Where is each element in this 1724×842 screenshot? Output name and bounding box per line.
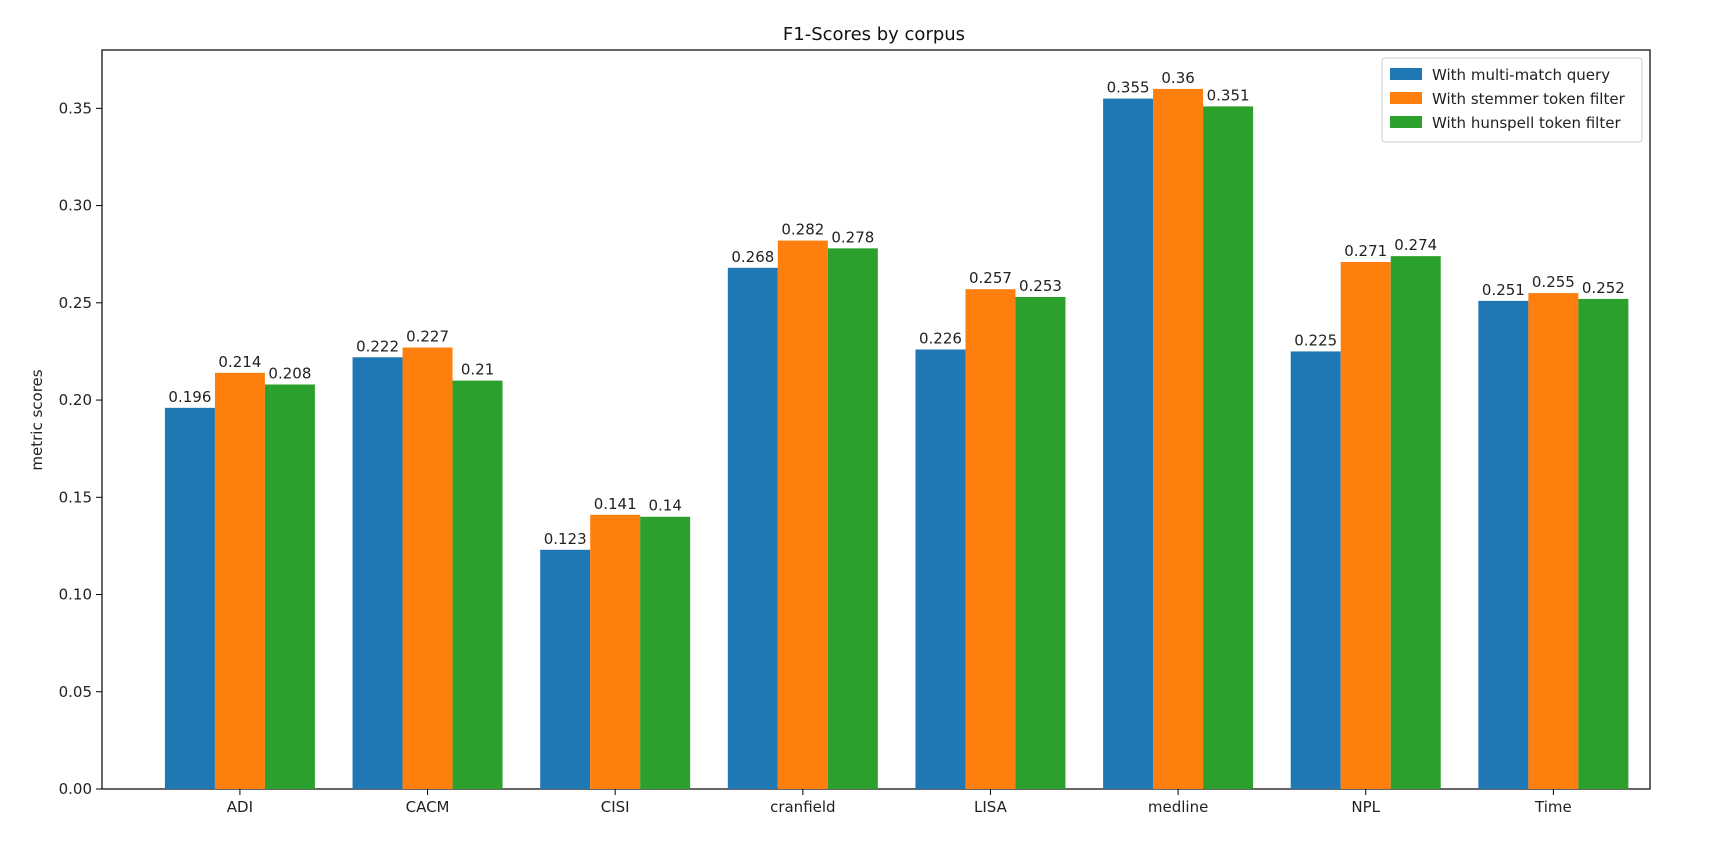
bar-value-label: 0.251: [1482, 281, 1525, 299]
legend-label: With multi-match query: [1432, 66, 1610, 84]
bar-value-label: 0.271: [1344, 242, 1387, 260]
bar-value-label: 0.21: [461, 361, 494, 379]
bar: [264, 384, 315, 789]
bar: [214, 372, 265, 789]
bar-value-label: 0.196: [168, 388, 211, 406]
bar-value-label: 0.214: [218, 353, 261, 371]
bar-value-label: 0.278: [831, 228, 874, 246]
bar: [402, 347, 453, 789]
bar: [452, 380, 503, 789]
bar-value-label: 0.226: [919, 329, 962, 347]
bar-value-label: 0.255: [1532, 273, 1575, 291]
bar-value-label: 0.355: [1107, 79, 1150, 97]
bar-value-label: 0.36: [1161, 69, 1194, 87]
bar-value-label: 0.123: [544, 530, 587, 548]
bar: [915, 349, 966, 789]
bar: [1528, 293, 1579, 789]
bar: [1103, 98, 1154, 790]
x-tick-label: medline: [1148, 798, 1208, 816]
y-tick-label: 0.00: [59, 780, 92, 798]
bar-value-label: 0.227: [406, 328, 449, 346]
legend-label: With stemmer token filter: [1432, 90, 1626, 108]
bar: [540, 549, 591, 789]
bar: [164, 407, 215, 789]
bar: [727, 267, 778, 789]
y-tick-label: 0.30: [59, 197, 92, 215]
y-tick-label: 0.15: [59, 488, 92, 506]
y-tick-label: 0.05: [59, 683, 92, 701]
bar: [827, 248, 878, 789]
x-tick-label: Time: [1534, 798, 1572, 816]
y-tick-label: 0.25: [59, 294, 92, 312]
bar-value-label: 0.208: [268, 364, 311, 382]
x-tick-label: CISI: [601, 798, 630, 816]
x-tick-label: CACM: [406, 798, 450, 816]
x-tick-label: cranfield: [770, 798, 835, 816]
bar-value-label: 0.282: [781, 221, 824, 239]
x-tick-label: LISA: [974, 798, 1008, 816]
bar: [965, 289, 1016, 789]
bar-value-label: 0.252: [1582, 279, 1625, 297]
bar: [1390, 256, 1441, 790]
bar: [640, 516, 691, 789]
bar-value-label: 0.268: [731, 248, 774, 266]
bar: [1340, 261, 1391, 789]
bar: [1478, 300, 1529, 789]
bar: [1153, 88, 1204, 790]
legend-swatch: [1390, 92, 1422, 104]
bar-value-label: 0.14: [648, 497, 681, 515]
bar: [777, 240, 828, 789]
y-tick-label: 0.35: [59, 99, 92, 117]
bar: [1015, 296, 1066, 789]
chart-title: F1-Scores by corpus: [783, 24, 965, 45]
bar-value-label: 0.257: [969, 269, 1012, 287]
bar-value-label: 0.351: [1207, 86, 1250, 104]
x-tick-label: ADI: [227, 798, 253, 816]
bar: [352, 357, 403, 789]
legend-label: With hunspell token filter: [1432, 114, 1621, 132]
x-tick-label: NPL: [1351, 798, 1380, 816]
bar-value-label: 0.274: [1394, 236, 1437, 254]
bar-value-label: 0.222: [356, 337, 399, 355]
bar-value-label: 0.141: [594, 495, 637, 513]
plot-area: 0.00 0.05 0.10 0.15 0.20 0.25 0.30 0.35 ADI 0.196…: [59, 49, 1651, 816]
legend-swatch: [1390, 68, 1422, 80]
legend: With multi-match query With stemmer token…: [1381, 57, 1643, 143]
y-axis-label: metric scores: [28, 369, 46, 470]
bar: [1578, 298, 1629, 789]
legend-swatch: [1390, 116, 1422, 128]
bar: [1290, 351, 1341, 789]
bar-value-label: 0.253: [1019, 277, 1062, 295]
legend-box: [1381, 57, 1643, 143]
bar-value-label: 0.225: [1294, 331, 1337, 349]
y-tick-label: 0.20: [59, 391, 92, 409]
bar: [1203, 106, 1254, 790]
y-tick-label: 0.10: [59, 586, 92, 604]
bar: [590, 514, 641, 789]
